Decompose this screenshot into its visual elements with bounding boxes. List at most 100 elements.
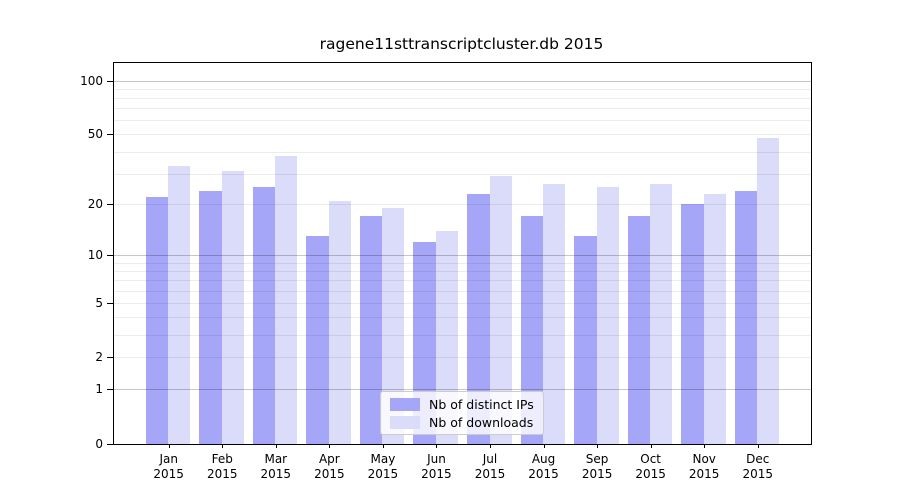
x-tick-year: 2015	[528, 467, 559, 481]
x-tick-year: 2015	[742, 467, 774, 481]
x-tick-month: Oct	[640, 452, 662, 466]
x-tick-label-sep: Sep 2015	[569, 452, 625, 482]
x-axis-tick-jun	[436, 444, 438, 448]
bar-downloads-feb	[221, 171, 244, 444]
x-tick-month: Aug	[531, 452, 556, 466]
gridline-80	[114, 97, 811, 99]
gridline-70	[114, 108, 811, 110]
x-tick-month: May	[370, 452, 396, 466]
x-tick-label-jun: Jun 2015	[408, 452, 464, 482]
x-tick-month: Sep	[585, 452, 609, 466]
legend-swatch-distinct-ips	[390, 397, 420, 411]
bar-distinct-ips-nov	[681, 204, 704, 444]
x-tick-year: 2015	[260, 467, 292, 481]
x-tick-label-may: May 2015	[355, 452, 411, 482]
x-tick-month: Dec	[746, 452, 770, 466]
x-tick-year: 2015	[688, 467, 720, 481]
x-tick-month: Jun	[427, 452, 446, 466]
x-tick-label-jul: Jul 2015	[462, 452, 518, 482]
y-axis-tick-10	[107, 255, 113, 257]
bar-downloads-aug	[543, 184, 566, 444]
y-tick-label-100: 100	[80, 73, 103, 88]
x-tick-year: 2015	[635, 467, 666, 481]
gridline-8	[114, 270, 811, 272]
bar-distinct-ips-oct	[627, 216, 651, 444]
x-axis-tick-nov	[704, 444, 706, 448]
legend-item-downloads: Nb of downloads	[390, 415, 543, 430]
bar-downloads-dec	[757, 137, 780, 444]
x-tick-year: 2015	[367, 467, 399, 481]
gridline-4	[114, 317, 811, 319]
x-axis-tick-aug	[543, 444, 545, 448]
y-axis-tick-20	[107, 204, 113, 206]
legend-label-downloads: Nb of downloads	[429, 414, 534, 430]
chart-title: ragene11sttranscriptcluster.db 2015	[319, 35, 604, 53]
x-axis-tick-jul	[490, 444, 491, 448]
x-axis-tick-mar	[275, 444, 277, 448]
x-tick-label-oct: Oct 2015	[623, 452, 679, 482]
bar-distinct-ips-apr	[306, 236, 329, 444]
x-tick-label-mar: Mar 2015	[248, 452, 304, 482]
bar-distinct-ips-sep	[574, 236, 597, 444]
y-axis-tick-2	[107, 357, 113, 359]
legend: Nb of distinct IPs Nb of downloads	[380, 391, 544, 435]
gridline-7	[114, 280, 811, 282]
y-tick-label-5: 5	[95, 295, 103, 310]
legend-swatch-downloads	[390, 415, 420, 429]
y-axis-tick-5	[107, 302, 113, 304]
y-axis-tick-1	[107, 389, 113, 391]
bar-distinct-ips-aug	[520, 216, 544, 444]
x-axis-tick-dec	[757, 444, 759, 448]
legend-label-distinct-ips: Nb of distinct IPs	[429, 396, 534, 412]
y-axis-tick-50	[107, 134, 113, 136]
gridline-100	[114, 80, 811, 82]
bar-downloads-mar	[275, 155, 298, 444]
x-tick-year: 2015	[206, 467, 238, 481]
bar-downloads-jun	[435, 230, 458, 444]
y-tick-label-20: 20	[87, 197, 103, 212]
gridline-60	[114, 120, 811, 122]
gridline-3	[114, 334, 811, 336]
x-tick-label-dec: Dec 2015	[730, 452, 786, 482]
bar-distinct-ips-jan	[145, 197, 169, 444]
gridline-30	[114, 173, 811, 175]
gridline-5	[114, 302, 811, 304]
bar-distinct-ips-feb	[199, 190, 222, 444]
bar-downloads-sep	[596, 187, 619, 444]
x-axis-tick-oct	[650, 444, 652, 448]
gridline-1	[114, 389, 811, 391]
plot-area: 0 1 2 5 10 20 50 100 Jan 2015 Feb 2015 Mar 2015 Apr 201…	[80, 62, 812, 481]
x-tick-label-feb: Feb 2015	[194, 452, 250, 482]
x-tick-month: Jul	[482, 452, 498, 466]
gridline-10	[114, 255, 811, 257]
x-axis-tick-sep	[597, 444, 599, 448]
x-axis-tick-may	[382, 444, 384, 448]
x-tick-label-aug: Aug 2015	[516, 452, 572, 482]
gridline-20	[114, 204, 811, 206]
gridline-90	[114, 88, 811, 90]
legend-item-distinct-ips: Nb of distinct IPs	[390, 397, 543, 412]
x-tick-label-apr: Apr 2015	[301, 452, 357, 482]
x-axis-tick-feb	[222, 444, 224, 448]
x-tick-year: 2015	[314, 467, 345, 481]
gridline-9	[114, 262, 811, 264]
x-tick-year: 2015	[421, 467, 452, 481]
x-tick-year: 2015	[474, 467, 506, 481]
x-tick-label-nov: Nov 2015	[676, 452, 732, 482]
gridline-50	[114, 134, 811, 136]
bar-distinct-ips-may	[359, 216, 383, 444]
bar-distinct-ips-mar	[252, 187, 276, 444]
x-axis-tick-apr	[329, 444, 331, 448]
y-tick-label-2: 2	[95, 350, 103, 365]
gridline-6	[114, 290, 811, 292]
x-tick-year: 2015	[153, 467, 184, 481]
y-axis-tick-0	[107, 444, 113, 445]
gridline-2	[114, 357, 811, 359]
bar-downloads-oct	[650, 184, 673, 444]
y-tick-label-0: 0	[95, 437, 103, 451]
x-tick-month: Jan	[159, 452, 178, 466]
y-tick-label-10: 10	[87, 248, 103, 263]
bar-downloads-may	[382, 208, 405, 444]
y-tick-label-50: 50	[87, 127, 103, 142]
